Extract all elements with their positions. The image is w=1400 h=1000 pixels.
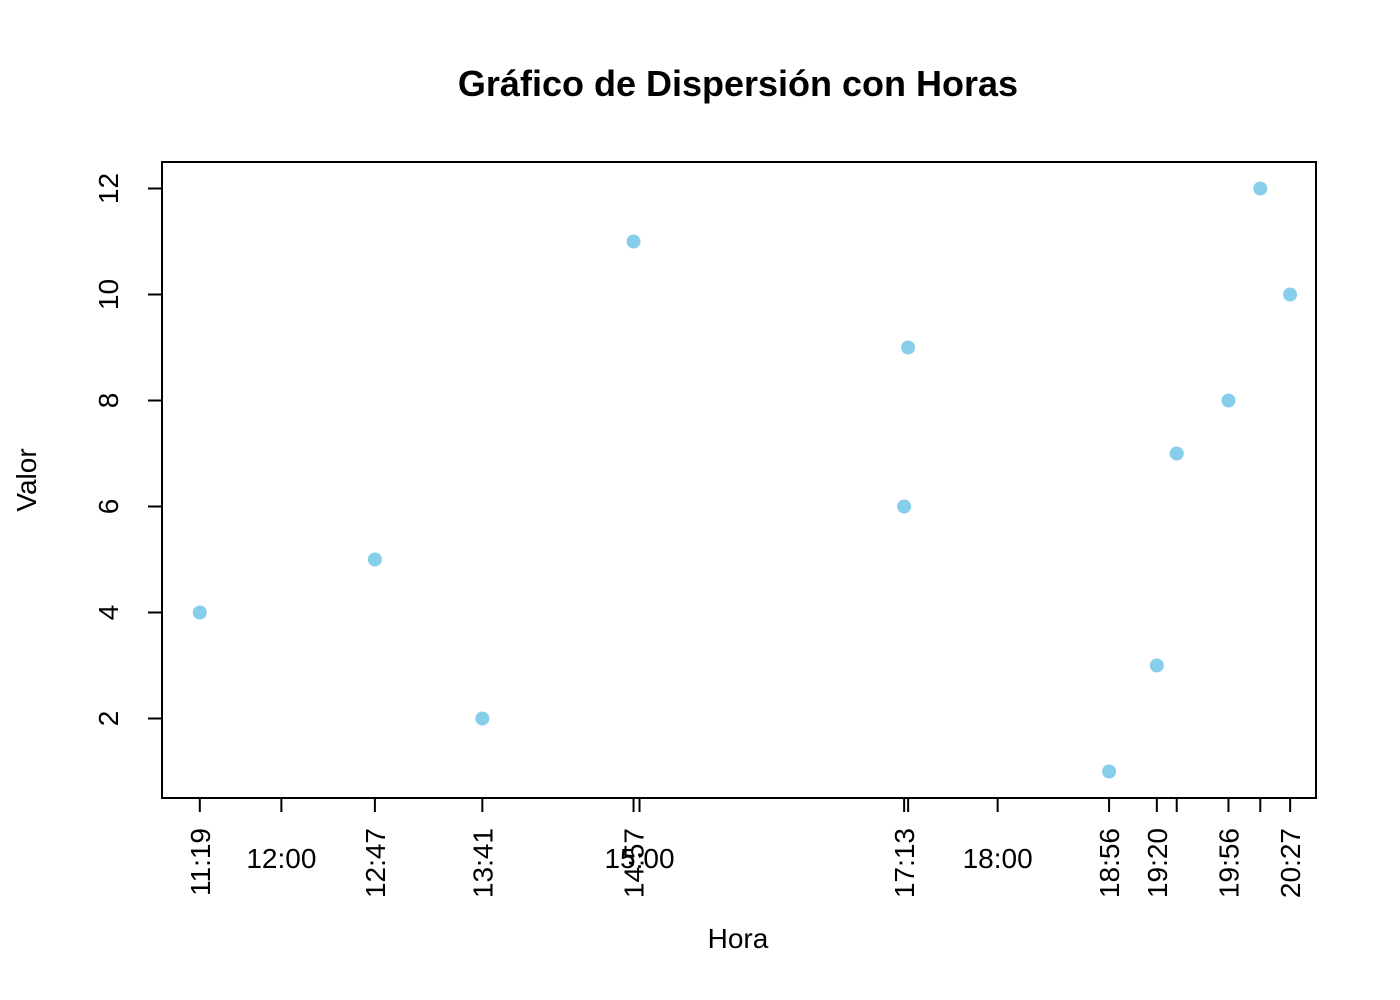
y-axis-label: Valor (11, 448, 42, 511)
data-point (901, 340, 916, 355)
plot-frame (161, 161, 1317, 799)
data-point (192, 605, 207, 620)
x-tick-label: 19:20 (1142, 828, 1173, 898)
y-tick-label: 2 (93, 711, 124, 727)
x-tick-label: 12:00 (246, 843, 316, 874)
x-tick-label: 13:41 (467, 828, 498, 898)
x-tick-label: 15:00 (604, 843, 674, 874)
x-tick-label: 12:47 (360, 828, 391, 898)
x-axis-label: Hora (708, 923, 769, 954)
data-point (475, 711, 490, 726)
x-axis: 12:00 15:00 18:00 11:19 12:47 13:41 14:57 17:13… (185, 797, 1306, 898)
data-point (1102, 764, 1117, 779)
data-points (192, 181, 1298, 779)
x-tick-label: 11:19 (185, 828, 216, 896)
x-tick-label: 20:27 (1275, 828, 1306, 898)
x-tick-label: 18:00 (963, 843, 1033, 874)
data-point (1149, 658, 1164, 673)
data-point (1283, 287, 1298, 302)
data-point (1221, 393, 1236, 408)
data-point (1253, 181, 1268, 196)
y-tick-label: 6 (93, 499, 124, 515)
chart-title: Gráfico de Dispersión con Horas (458, 63, 1018, 104)
y-tick-label: 4 (93, 605, 124, 621)
y-tick-label: 12 (93, 173, 124, 204)
data-point (367, 552, 382, 567)
x-tick-label: 19:56 (1213, 828, 1244, 898)
data-point (897, 499, 912, 514)
x-tick-label: 14:57 (619, 828, 650, 898)
data-point (626, 234, 641, 249)
y-axis: 2 4 6 8 10 12 (93, 173, 163, 727)
x-tick-label: 17:13 (889, 828, 920, 898)
y-tick-label: 10 (93, 279, 124, 310)
x-tick-label: 18:56 (1094, 828, 1125, 898)
data-point (1169, 446, 1184, 461)
y-tick-label: 8 (93, 393, 124, 409)
